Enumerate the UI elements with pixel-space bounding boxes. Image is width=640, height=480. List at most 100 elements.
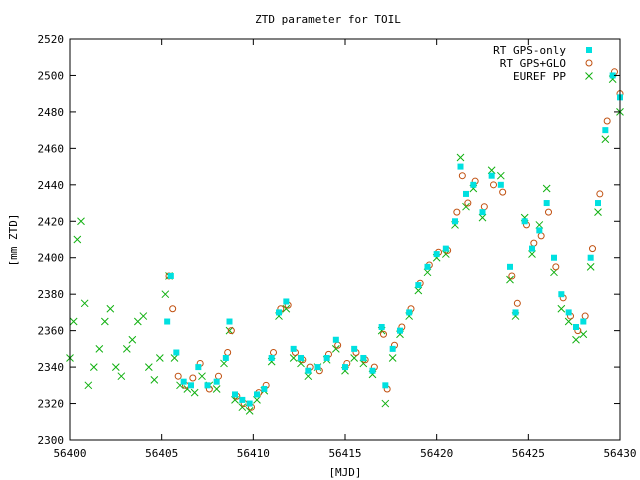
data-point: [388, 354, 397, 362]
data-point: [220, 359, 228, 368]
data-point: [225, 326, 234, 335]
y-tick-label: 2340: [38, 361, 65, 374]
data-point: [270, 349, 277, 357]
data-point: [528, 250, 536, 258]
data-point: [589, 245, 596, 253]
data-point: [254, 391, 260, 398]
data-point: [587, 254, 594, 261]
x-tick-label: 56415: [328, 447, 361, 460]
data-point: [239, 396, 246, 403]
data-point: [378, 323, 385, 330]
data-point: [406, 309, 413, 316]
data-point: [139, 312, 148, 320]
data-point: [529, 245, 535, 252]
data-point: [480, 203, 488, 211]
data-point: [204, 382, 211, 389]
data-point: [84, 381, 93, 390]
data-point: [227, 327, 235, 335]
data-point: [332, 336, 339, 343]
data-point: [189, 374, 197, 382]
data-point: [188, 382, 194, 389]
x-tick-label: 56430: [603, 447, 636, 460]
data-point: [479, 209, 486, 216]
data-point: [581, 312, 589, 320]
data-point: [73, 235, 82, 244]
data-point: [462, 202, 470, 211]
data-point: [360, 354, 367, 361]
data-point: [190, 388, 199, 397]
y-axis-label: [mm ZTD]: [7, 214, 20, 267]
data-point: [580, 318, 587, 325]
data-point: [414, 286, 423, 295]
data-point: [253, 396, 261, 404]
data-point: [180, 378, 187, 385]
data-point: [331, 345, 340, 353]
series-0: [164, 72, 623, 407]
y-tick-label: 2480: [38, 106, 65, 119]
series-2: [66, 75, 624, 415]
data-point: [512, 309, 519, 316]
data-point: [261, 385, 268, 392]
data-point: [167, 272, 174, 279]
data-point: [441, 250, 450, 258]
data-point: [508, 272, 516, 280]
data-point: [487, 166, 496, 175]
data-point: [478, 213, 487, 222]
data-point: [195, 364, 202, 371]
data-point: [351, 345, 358, 352]
data-point: [442, 245, 449, 252]
data-point: [89, 363, 98, 371]
data-point: [245, 406, 254, 415]
data-point: [111, 363, 120, 371]
data-point: [463, 190, 469, 197]
x-tick-label: 56405: [145, 447, 178, 460]
data-point: [573, 323, 579, 330]
legend-marker: [585, 72, 593, 80]
data-point: [342, 364, 348, 371]
data-point: [169, 305, 177, 313]
data-point: [601, 135, 610, 144]
data-point: [150, 375, 159, 384]
x-tick-label: 56420: [420, 447, 453, 460]
data-point: [380, 330, 387, 338]
data-point: [565, 309, 572, 316]
data-point: [77, 217, 85, 226]
axes: 56400 56405 56410 56415 56420 56425 56430 2300 2…: [38, 33, 637, 460]
data-point: [305, 367, 312, 374]
legend-marker: [585, 59, 593, 67]
data-point: [95, 345, 104, 353]
data-point: [144, 363, 153, 371]
y-tick-label: 2360: [38, 325, 65, 338]
data-point: [215, 372, 222, 380]
data-point: [268, 354, 275, 361]
legend-label: RT GPS-only: [493, 44, 566, 57]
data-point: [117, 372, 126, 381]
data-point: [128, 335, 137, 344]
y-tick-label: 2420: [38, 215, 65, 228]
data-point: [456, 153, 465, 162]
data-point: [513, 299, 521, 307]
data-point: [297, 359, 305, 368]
data-point: [542, 184, 551, 193]
data-point: [222, 354, 229, 361]
data-point: [594, 208, 602, 217]
data-point: [470, 181, 477, 188]
data-point: [282, 304, 291, 313]
data-point: [586, 262, 595, 271]
data-point: [595, 200, 601, 207]
x-axis-label: [MJD]: [328, 466, 361, 479]
data-point: [543, 200, 550, 207]
data-point: [551, 254, 557, 261]
data-point: [161, 290, 170, 299]
data-marks: [66, 68, 624, 415]
data-point: [173, 349, 180, 356]
data-point: [100, 317, 109, 326]
data-point: [499, 188, 507, 196]
data-point: [69, 317, 78, 326]
x-tick-label: 56400: [53, 447, 86, 460]
x-tick-label: 56410: [237, 447, 270, 460]
data-point: [213, 378, 220, 385]
data-point: [212, 385, 221, 393]
